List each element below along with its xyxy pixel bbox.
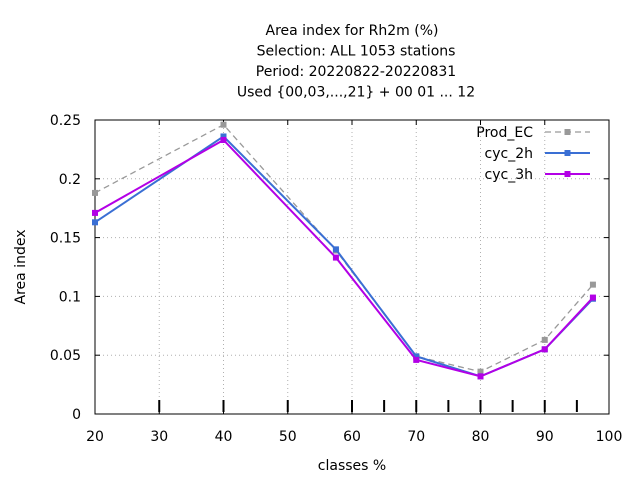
y-tick-label: 0.15 — [50, 231, 81, 247]
legend-label: cyc_2h — [485, 146, 533, 162]
y-tick-label: 0.05 — [50, 348, 81, 364]
title-block: Area index for Rh2m (%) Selection: ALL 10… — [237, 23, 475, 101]
series-cyc_3h — [92, 136, 596, 380]
title-line: Used {00,03,...,21} + 00 01 ... 12 — [237, 85, 475, 101]
tick-labels: 20 30 40 50 60 70 80 90 100 0 0.05 0.1 0.15 0.2 0.25 — [50, 113, 623, 445]
title-line: Selection: ALL 1053 stations — [257, 44, 456, 60]
x-tick-label: 100 — [596, 429, 623, 445]
x-tick-label: 60 — [343, 429, 361, 445]
legend-marker — [564, 150, 571, 156]
data-point — [332, 254, 339, 261]
x-tick-label: 80 — [472, 429, 490, 445]
data-point — [220, 133, 227, 140]
x-tick-label: 30 — [150, 429, 168, 445]
y-tick-label: 0.2 — [59, 172, 81, 188]
data-point — [92, 209, 98, 216]
legend-label: cyc_3h — [485, 167, 533, 183]
data-point — [589, 281, 596, 288]
x-tick-label: 40 — [215, 429, 233, 445]
x-tick-label: 70 — [407, 429, 425, 445]
x-tick-label: 20 — [86, 429, 104, 445]
data-point — [92, 219, 98, 226]
data-point — [413, 356, 420, 363]
legend-marker — [564, 129, 571, 135]
legend-label: Prod_EC — [476, 125, 533, 141]
plot-frame — [94, 119, 610, 415]
data-point — [541, 336, 548, 343]
series-layer — [92, 121, 596, 380]
x-axis-label: classes % — [318, 458, 386, 474]
y-tick-label: 0 — [72, 407, 81, 423]
title-line: Period: 20220822-20220831 — [256, 64, 456, 80]
legend: Prod_EC cyc_2h cyc_3h — [476, 125, 590, 183]
data-point — [92, 189, 98, 196]
data-point — [220, 121, 227, 128]
data-point — [541, 346, 548, 353]
x-tick-label: 50 — [279, 429, 297, 445]
x-tick-label: 90 — [536, 429, 554, 445]
title-line: Area index for Rh2m (%) — [266, 23, 439, 39]
data-point — [220, 136, 227, 143]
y-tick-label: 0.25 — [50, 113, 81, 129]
legend-marker — [564, 171, 571, 177]
grid-lines — [95, 120, 609, 414]
y-tick-label: 0.1 — [59, 289, 81, 305]
data-point — [332, 246, 339, 253]
axis-ticks — [94, 119, 610, 415]
data-point — [589, 294, 596, 301]
data-point — [477, 373, 484, 380]
y-axis-label: Area index — [13, 230, 29, 305]
data-point — [413, 353, 420, 360]
data-point — [477, 368, 484, 375]
